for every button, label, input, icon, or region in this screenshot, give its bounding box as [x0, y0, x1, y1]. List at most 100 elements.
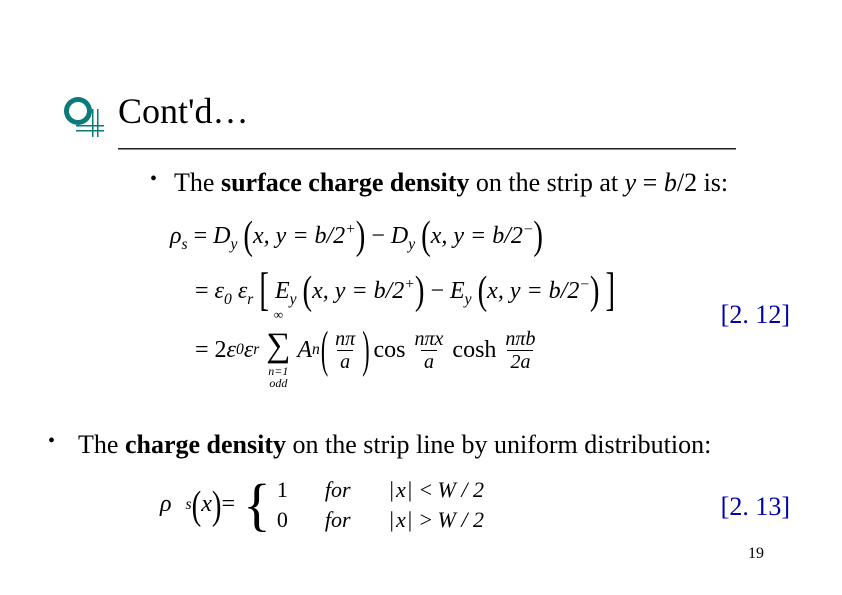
sym-rho: ρ: [170, 223, 182, 249]
lparen-icon: (: [192, 484, 202, 530]
var-b: b: [664, 168, 677, 197]
frac-den: 2a: [507, 350, 533, 373]
text: The: [78, 430, 125, 459]
case-row: 0 for |x| > W / 2: [277, 505, 484, 535]
sub-n: n: [312, 341, 320, 359]
rparen-icon: ): [212, 484, 222, 530]
text: on the strip at: [469, 168, 624, 197]
bullet-uniform-distribution: • The charge density on the strip line b…: [48, 430, 711, 460]
slide-title: Cont'd…: [118, 90, 249, 132]
sym-rho: ρ: [160, 491, 172, 518]
equation-piecewise: ρ s (x) = { 1 for |x| < W / 2 0 for |x|: [160, 475, 484, 534]
rbracket-icon: ]: [605, 265, 615, 318]
text: /2 is:: [677, 168, 728, 197]
sub-s: s: [182, 236, 188, 253]
sup-minus: −: [579, 276, 590, 293]
page-number: 19: [748, 545, 764, 563]
rel: >: [420, 507, 438, 532]
sym-minus: −: [371, 223, 391, 249]
sigma-icon: ∞ ∑ n=1 odd: [261, 315, 295, 385]
sym-eps: ε: [238, 278, 247, 304]
sym-eq: =: [195, 278, 215, 304]
arg: x, y = b/2: [312, 278, 404, 304]
rparen-icon: ): [362, 320, 369, 380]
abs-bar: |: [406, 477, 414, 502]
abs-bar: |: [388, 477, 396, 502]
var-x: x: [396, 507, 406, 532]
sub-0: 0: [236, 341, 244, 359]
sum-symbol: ∑: [261, 327, 295, 365]
case-row: 1 for |x| < W / 2: [277, 475, 484, 505]
sym-minus: −: [430, 278, 450, 304]
bullet-icon: •: [150, 167, 168, 191]
arg: x, y = b/2: [253, 223, 345, 249]
text-strong: surface charge density: [221, 168, 469, 197]
for: for: [325, 477, 351, 502]
frac-den: a: [337, 350, 353, 373]
equation-rho-s-def: ρs = Dy (x, y = b/2+) − Dy (x, y = b/2−): [170, 218, 543, 254]
rhs: W / 2: [438, 507, 484, 532]
bullet-icon: •: [48, 430, 72, 453]
lparen-icon: (: [303, 268, 313, 314]
sub-r: r: [247, 291, 253, 308]
sub-y: y: [408, 236, 415, 253]
val: 1: [277, 477, 288, 502]
fn-cos: cos: [374, 337, 406, 364]
frac-den: a: [421, 350, 437, 373]
fraction: nπx a: [412, 328, 447, 373]
equation-series: = 2 ε0 εr ∞ ∑ n=1 odd An ( nπ a ) cos nπ…: [195, 320, 541, 390]
arg: x, y = b/2: [487, 278, 579, 304]
lparen-icon: (: [421, 213, 431, 259]
sup-plus: +: [404, 276, 415, 293]
sym-D: D: [213, 223, 230, 249]
sym-E: E: [450, 278, 465, 304]
equation-eps-E: = ε0 εr [ Ey (x, y = b/2+) − Ey (x, y = …: [195, 273, 615, 309]
sym-eq: =: [221, 491, 235, 518]
sub-r: r: [253, 341, 259, 359]
sym-D: D: [391, 223, 408, 249]
brace-icon: {: [243, 476, 271, 534]
rparen-icon: ): [415, 268, 425, 314]
frac-num: nπb: [502, 328, 538, 350]
sym-E: E: [275, 278, 290, 304]
slide: Cont'd… • The surface charge density on …: [0, 0, 842, 595]
sym-eq: =: [194, 223, 214, 249]
sub-y: y: [290, 291, 297, 308]
text-strong: charge density: [125, 430, 286, 459]
rhs: W / 2: [438, 477, 484, 502]
abs-bar: |: [388, 507, 396, 532]
var-x: x: [201, 491, 212, 518]
sup-minus: −: [523, 221, 534, 238]
sym-eps: ε: [215, 278, 224, 304]
sub-y: y: [231, 236, 238, 253]
lparen-icon: (: [243, 213, 253, 259]
title-underline: [118, 148, 736, 149]
lparen-icon: (: [478, 268, 488, 314]
sym-eps: ε: [227, 337, 236, 364]
sup-plus: +: [345, 221, 356, 238]
fraction: nπ a: [332, 328, 358, 373]
text: on the strip line by uniform distributio…: [286, 430, 711, 459]
abs-bar: |: [406, 507, 414, 532]
rparen-icon: ): [533, 213, 543, 259]
var-y: y: [625, 168, 637, 197]
text: =: [636, 168, 664, 197]
fn-cosh: cosh: [452, 337, 496, 364]
bullet-surface-charge: • The surface charge density on the stri…: [150, 167, 728, 198]
equation-number: [2. 12]: [721, 300, 790, 330]
rel: <: [420, 477, 438, 502]
corner-ornament-icon: [62, 95, 104, 137]
var-x: x: [396, 477, 406, 502]
sub-y: y: [465, 291, 472, 308]
rparen-icon: ): [356, 213, 366, 259]
cases: 1 for |x| < W / 2 0 for |x| > W / 2: [277, 475, 484, 534]
text: The: [174, 168, 221, 197]
sym-A: A: [297, 337, 312, 364]
frac-num: nπx: [412, 328, 447, 350]
sym-eq: = 2: [195, 337, 227, 364]
lparen-icon: (: [321, 320, 328, 380]
sym-eps: ε: [244, 337, 253, 364]
sum-top: ∞: [261, 307, 295, 323]
sub-0: 0: [224, 291, 232, 308]
arg: x, y = b/2: [431, 223, 523, 249]
